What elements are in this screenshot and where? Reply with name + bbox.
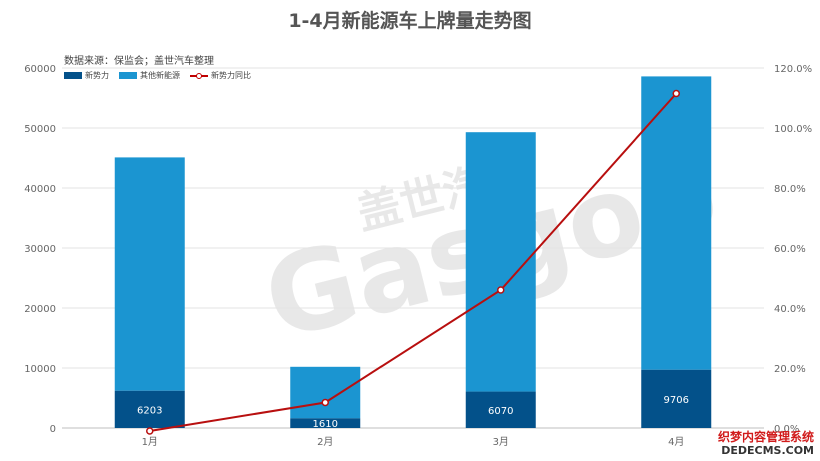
y-left-tick-label: 10000	[24, 364, 56, 375]
y-right-tick-label: 100.0%	[774, 124, 812, 135]
legend-item-yoy: 新势力同比	[190, 70, 251, 81]
legend-swatch-new-forces	[64, 72, 82, 79]
y-left-tick-label: 0	[50, 424, 56, 435]
bar-data-label: 1610	[313, 419, 338, 430]
y-left-tick-label: 50000	[24, 124, 56, 135]
y-right-tick-label: 60.0%	[774, 244, 806, 255]
yoy-line-path	[149, 92, 677, 432]
legend-label-yoy: 新势力同比	[211, 71, 251, 80]
y-right-tick-label: 40.0%	[774, 304, 806, 315]
y-right-tick-label: 120.0%	[774, 64, 812, 75]
bar-new-forces	[465, 391, 536, 428]
legend: 新势力 其他新能源 新势力同比	[64, 70, 261, 81]
legend-label-other-ev: 其他新能源	[140, 71, 180, 80]
yoy-point	[672, 89, 680, 98]
footer-watermark: 织梦内容管理系统 DEDECMS.COM	[717, 430, 814, 458]
y-left-tick-label: 60000	[24, 64, 56, 75]
legend-label-new-forces: 新势力	[85, 71, 109, 80]
x-axis: 1月 2月 3月 4月	[142, 436, 685, 448]
bar-other-ev	[114, 157, 185, 391]
legend-item-other-ev: 其他新能源	[119, 70, 180, 81]
y-left-tick-label: 30000	[24, 244, 56, 255]
y-axis-left: 0 10000 20000 30000 40000 50000 60000	[24, 64, 56, 435]
chart-title: 1-4月新能源车上牌量走势图	[288, 10, 532, 32]
bar-data-label: 6070	[488, 406, 513, 417]
yoy-line	[146, 89, 680, 435]
x-tick-label: 3月	[493, 436, 509, 448]
footer-watermark-line1: 织梦内容管理系统	[717, 430, 814, 444]
y-left-tick-label: 40000	[24, 184, 56, 195]
legend-item-new-forces: 新势力	[64, 70, 109, 81]
bars: 6203 1610 6070 9706	[114, 76, 712, 430]
y-right-tick-label: 20.0%	[774, 364, 806, 375]
x-tick-label: 1月	[142, 436, 158, 448]
yoy-point	[321, 398, 329, 407]
x-tick-label: 2月	[317, 436, 333, 448]
y-right-tick-label: 80.0%	[774, 184, 806, 195]
bar-data-label: 9706	[664, 395, 689, 406]
bar-other-ev	[290, 366, 361, 419]
bar-other-ev	[641, 76, 712, 370]
legend-swatch-other-ev	[119, 72, 137, 79]
bar-other-ev	[465, 132, 536, 392]
bar-data-label: 6203	[137, 405, 162, 416]
bar-new-forces	[290, 418, 361, 428]
footer-watermark-line2: DEDECMS.COM	[721, 444, 814, 457]
yoy-point	[497, 286, 505, 294]
y-left-tick-label: 20000	[24, 304, 56, 315]
legend-swatch-yoy	[190, 72, 208, 80]
y-axis-right: 0.0% 20.0% 40.0% 60.0% 80.0% 100.0% 120.0%	[774, 64, 812, 435]
source-note: 数据来源：保监会；盖世汽车整理	[64, 56, 214, 67]
x-tick-label: 4月	[668, 436, 684, 448]
yoy-point	[146, 427, 154, 435]
bar-new-forces	[114, 390, 185, 428]
y-right-tick-label: 0.0%	[774, 424, 799, 435]
bar-new-forces	[641, 369, 712, 428]
